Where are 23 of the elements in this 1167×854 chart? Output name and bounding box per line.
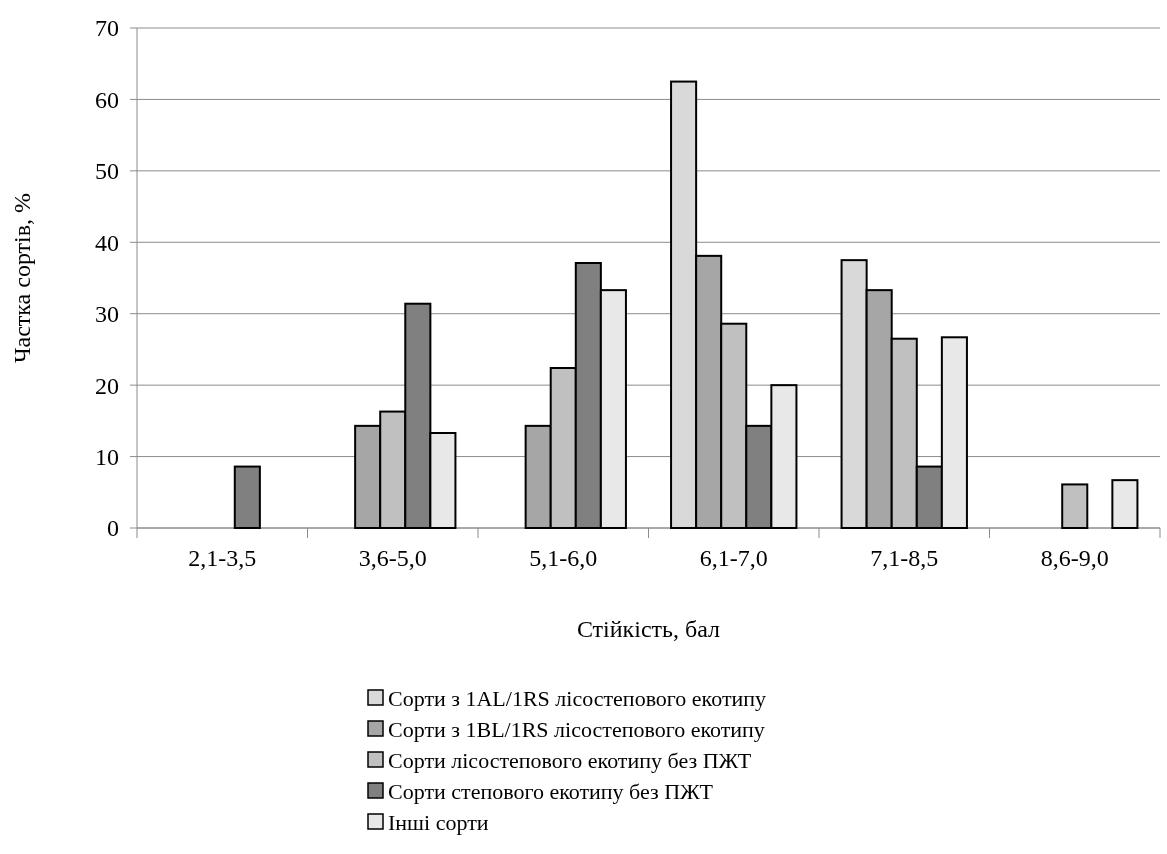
y-tick-label: 30: [95, 301, 119, 328]
y-tick-label: 50: [95, 158, 119, 185]
y-tick-label: 10: [95, 443, 119, 470]
x-tick-label: 5,1-6,0: [529, 545, 598, 571]
legend-label: Сорти степового екотипу без ПЖТ: [388, 778, 714, 804]
legend-label: Інші сорти: [388, 809, 489, 835]
y-tick-label: 60: [95, 86, 119, 113]
x-tick-label: 7,1-8,5: [870, 545, 939, 571]
bar: [1111, 479, 1139, 529]
legend-label: Сорти з 1BL/1RS лісостепового екотипу: [388, 716, 765, 742]
bar: [1061, 483, 1089, 529]
x-tick-label: 3,6-5,0: [358, 545, 427, 571]
legend-label: Сорти лісостепового екотипу без ПЖТ: [388, 747, 752, 773]
x-tick-label: 2,1-3,5: [188, 545, 257, 571]
x-tick-label: 6,1-7,0: [699, 545, 768, 571]
y-tick-label: 0: [107, 515, 119, 542]
y-axis-title: Частка сортів, %: [9, 192, 35, 364]
y-tick-label: 70: [95, 15, 119, 42]
legend-label: Сорти з 1AL/1RS лісостепового екотипу: [388, 685, 767, 711]
y-tick-label: 20: [95, 372, 119, 399]
x-tick-label: 8,6-9,0: [1040, 545, 1109, 571]
y-tick-label: 40: [95, 229, 119, 256]
x-axis-title: Стійкість, бал: [576, 616, 721, 642]
